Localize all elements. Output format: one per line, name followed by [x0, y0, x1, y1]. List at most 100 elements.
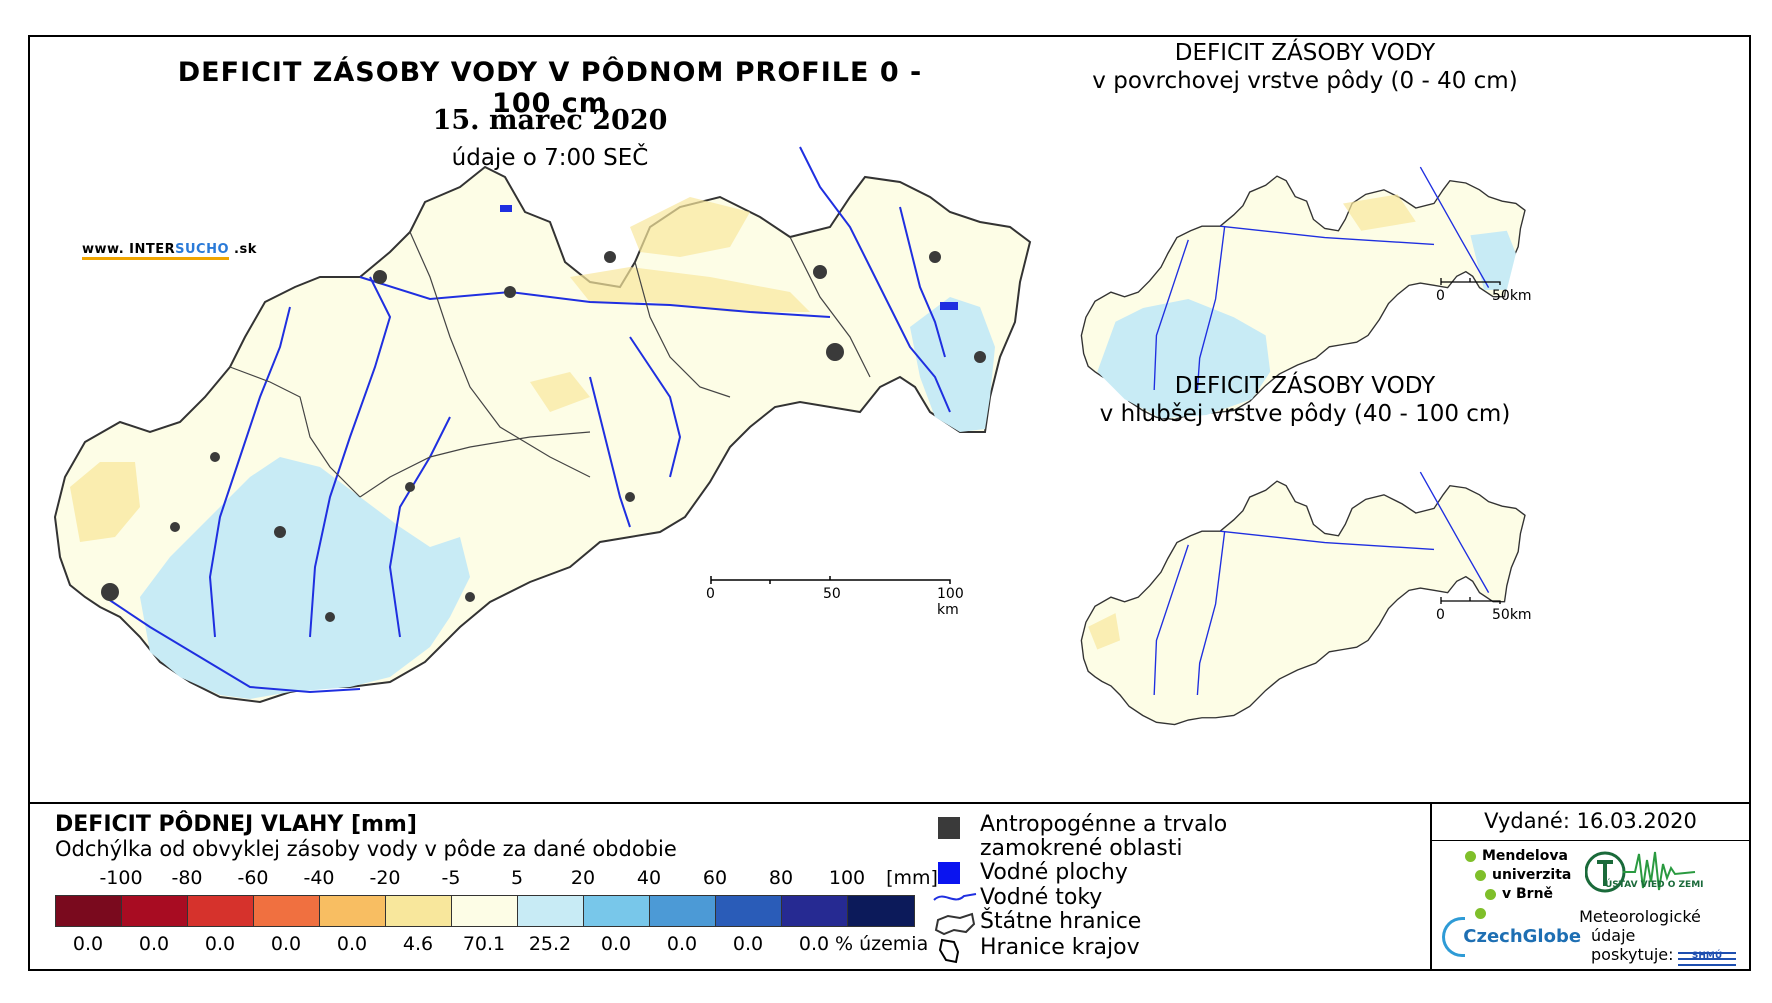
- urban-area: [274, 526, 286, 538]
- urban-area: [373, 270, 387, 284]
- top-inset-scale-bar: 0 50km: [1436, 275, 1532, 304]
- legend-color-swatch: [254, 896, 320, 926]
- top-inset-title: DEFICIT ZÁSOBY VODY v povrchovej vrstve …: [1092, 40, 1518, 94]
- legend-color-swatch: [518, 896, 584, 926]
- legend-color-swatch: [650, 896, 716, 926]
- river-line: [629, 336, 682, 478]
- main-map-dry-patch: [530, 372, 590, 412]
- main-map-title: DEFICIT ZÁSOBY VODY V PÔDNOM PROFILE 0 -…: [177, 57, 923, 119]
- bottom-inset-title: DEFICIT ZÁSOBY VODY v hlubšej vrstve pôd…: [1099, 373, 1511, 427]
- legend-color-swatch: [452, 896, 518, 926]
- water-body: [940, 302, 958, 310]
- legend-tick-label: 80: [768, 867, 794, 889]
- legend-color-swatch: [386, 896, 452, 926]
- legend-percentages: 0.0 0.0 0.0 0.0 0.0 4.6 70.1 25.2 0.0 0.0 0.0 0.0: [55, 933, 955, 957]
- urban-area: [826, 343, 844, 361]
- main-slovakia-map: [53, 146, 1032, 704]
- river-line-icon: [933, 893, 977, 901]
- river-line: [309, 276, 392, 638]
- river-line: [359, 276, 831, 318]
- river-line: [589, 376, 631, 528]
- region-border: [229, 366, 361, 498]
- legend-region-border: Hranice krajov: [938, 936, 1140, 964]
- legend-subtitle: Odchýlka od obvyklej zásoby vody v pôde …: [55, 837, 677, 861]
- legend-tick-label: 100: [828, 867, 866, 889]
- urban-area: [210, 452, 220, 462]
- top-inset-map: [1080, 166, 1526, 421]
- legend-percentage-value: 0.0: [204, 933, 236, 955]
- region-border-icon: [938, 938, 960, 964]
- urban-area: [604, 251, 616, 263]
- scale-label: 50: [823, 586, 841, 602]
- legend-color-swatch: [122, 896, 188, 926]
- legend-color-bar: [55, 895, 915, 927]
- urban-area: [465, 592, 475, 602]
- legend-title: DEFICIT PÔDNEJ VLAHY [mm]: [55, 812, 417, 837]
- urban-area: [813, 265, 827, 279]
- czechglobe-logo: CzechGlobe: [1442, 917, 1581, 957]
- main-map-time: údaje o 7:00 SEČ: [451, 145, 649, 171]
- legend-percentage-value: 0.0: [336, 933, 368, 955]
- urban-area: [325, 612, 335, 622]
- urban-area: [101, 583, 119, 601]
- legend-divider: [1432, 840, 1749, 841]
- legend-state-border: Štátne hranice: [934, 910, 1141, 936]
- legend-tick-label: -100: [99, 867, 143, 889]
- shmu-logo: SHMÚ: [1676, 945, 1738, 969]
- ustav-vied-o-zemi-logo: [1585, 851, 1696, 893]
- map-canvas: [53, 146, 1526, 726]
- main-map-wet-area: [140, 457, 470, 699]
- shmu-logo-text: SHMÚ: [1692, 949, 1722, 961]
- legend-color-swatch: [320, 896, 386, 926]
- urban-area: [974, 351, 986, 363]
- legend-water-bodies: Vodné plochy: [938, 861, 1128, 885]
- main-map-dry-patch: [570, 267, 810, 312]
- urban-area: [929, 251, 941, 263]
- river-line: [899, 206, 946, 358]
- legend-percentage-value: 0.0: [600, 933, 632, 955]
- legend-percentage-value: 70.1: [462, 933, 506, 955]
- main-map-wet-east: [910, 297, 995, 432]
- state-border-icon: [934, 912, 976, 936]
- issued-date: Vydané: 16.03.2020: [1484, 809, 1697, 833]
- scale-label: 0: [706, 586, 715, 602]
- main-map-dry-patch: [70, 462, 140, 542]
- urban-area: [504, 286, 516, 298]
- river-line: [208, 306, 291, 638]
- urban-area: [625, 492, 635, 502]
- legend-color-swatch: [584, 896, 650, 926]
- scale-label: 100 km: [937, 586, 964, 618]
- legend-tick-label: -5: [441, 867, 461, 889]
- legend-tick-label: -20: [369, 867, 401, 889]
- legend-color-swatch: [56, 896, 122, 926]
- legend-percentage-value: 4.6: [402, 933, 434, 955]
- main-scale-bar: 0 50 100 km: [706, 572, 970, 618]
- urban-area: [170, 522, 180, 532]
- region-border: [789, 236, 871, 378]
- legend-color-swatch: [188, 896, 254, 926]
- legend-percent-label: % územia: [835, 933, 929, 955]
- legend-percentage-value: 0.0: [798, 933, 830, 955]
- river-line: [799, 146, 951, 413]
- region-border: [409, 231, 591, 478]
- legend-tick-label: -60: [237, 867, 269, 889]
- legend-divider: [30, 802, 1749, 804]
- legend-tick-label: 60: [702, 867, 728, 889]
- legend-anthropogenic: Antropogénne a trvalo zamokrené oblasti: [938, 813, 1227, 861]
- ustav-vied-o-zemi-label: ÚSTAV VIED O ZEMI: [1605, 880, 1704, 890]
- region-border: [359, 431, 591, 498]
- legend-percentage-value: 25.2: [528, 933, 572, 955]
- legend-tick-label: 5: [510, 867, 524, 889]
- legend-tick-label: -40: [303, 867, 335, 889]
- legend-percentage-value: 0.0: [270, 933, 302, 955]
- legend-percentage-value: 0.0: [666, 933, 698, 955]
- bottom-inset-scale-bar: 0 50km: [1436, 594, 1532, 623]
- legend-divider: [1430, 804, 1432, 969]
- urban-area: [405, 482, 415, 492]
- river-line: [104, 596, 361, 694]
- website-label: www. INTERSUCHO .sk: [82, 242, 257, 260]
- legend-tick-label: 40: [636, 867, 662, 889]
- legend-percentage-value: 0.0: [72, 933, 104, 955]
- map-frame: DEFICIT ZÁSOBY VODY V PÔDNOM PROFILE 0 -…: [28, 35, 1751, 971]
- legend-tick-unit: [mm]: [886, 867, 938, 889]
